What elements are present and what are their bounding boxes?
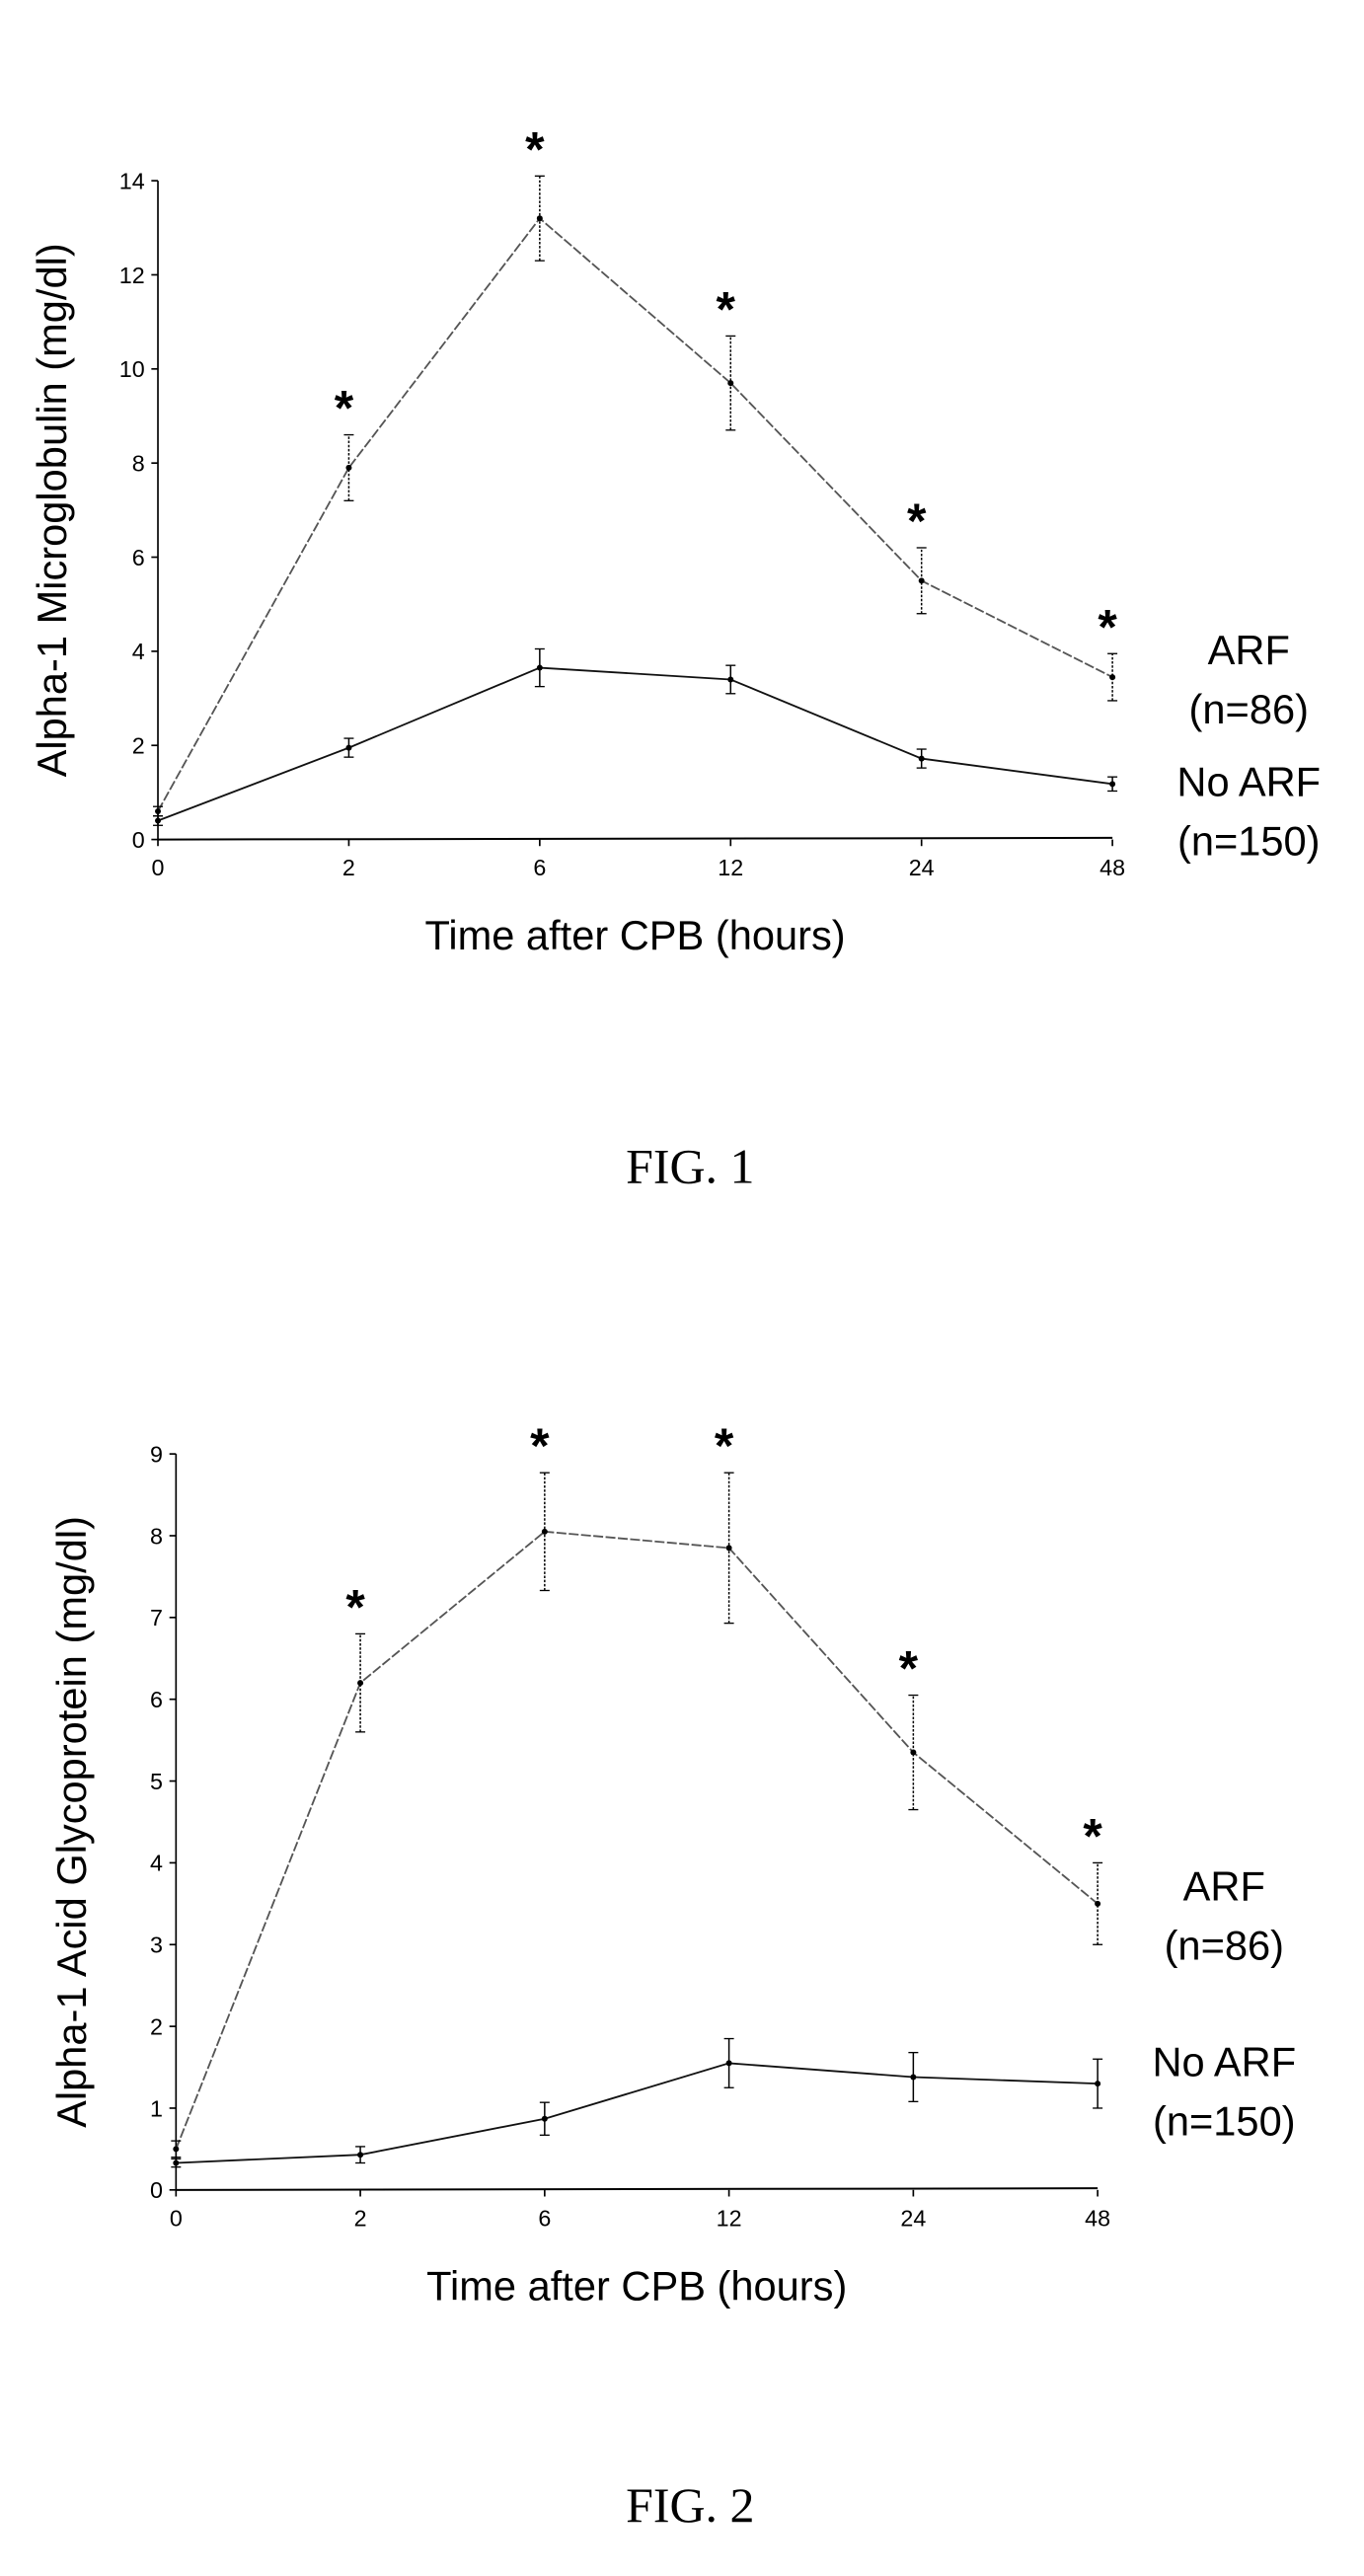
y-tick-label: 2 xyxy=(150,2013,163,2039)
x-tick-label: 6 xyxy=(538,2205,551,2231)
x-tick-label: 24 xyxy=(900,2205,926,2231)
data-point xyxy=(727,380,734,387)
y-tick-label: 8 xyxy=(150,1523,163,1549)
series-line xyxy=(175,1530,1099,2150)
legend-n-label: (n=150) xyxy=(1177,818,1321,865)
legend-n-label: (n=86) xyxy=(1165,1923,1284,1969)
y-tick-label: 9 xyxy=(150,1441,163,1467)
x-tick-label: 24 xyxy=(909,855,935,880)
significance-asterisk: * xyxy=(345,1579,365,1634)
figure-label: FIG. 2 xyxy=(626,2478,754,2533)
data-point xyxy=(918,755,925,762)
x-tick-label: 2 xyxy=(342,855,355,880)
data-point xyxy=(541,2115,548,2122)
data-point xyxy=(725,1545,732,1552)
data-point xyxy=(541,1528,548,1535)
legend-label: ARF xyxy=(1183,1863,1265,1910)
data-point xyxy=(1109,781,1116,788)
x-axis xyxy=(158,836,1113,841)
x-tick-label: 48 xyxy=(1085,2205,1110,2231)
x-tick-label: 2 xyxy=(354,2205,367,2231)
y-tick-label: 4 xyxy=(150,1851,163,1876)
y-tick-label: 1 xyxy=(150,2095,163,2121)
x-axis-title: Time after CPB (hours) xyxy=(424,912,845,958)
data-point xyxy=(155,817,162,824)
data-point xyxy=(345,464,352,471)
significance-asterisk: * xyxy=(1083,1808,1102,1863)
significance-asterisk: * xyxy=(717,281,736,337)
data-point xyxy=(357,1680,364,1687)
y-tick-label: 4 xyxy=(132,639,145,664)
data-point xyxy=(536,664,543,671)
series-no-arf: No ARF (n=150) xyxy=(171,2037,1296,2168)
y-tick-label: 2 xyxy=(132,733,145,759)
data-point xyxy=(536,215,543,222)
data-point xyxy=(1095,2081,1101,2087)
series-no-arf: No ARF (n=150) xyxy=(153,647,1321,865)
y-axis-title: Alpha-1 Microglobulin (mg/dl) xyxy=(29,243,75,777)
y-tick-label: 14 xyxy=(119,168,145,193)
y-tick-label: 10 xyxy=(119,356,145,382)
significance-asterisk: * xyxy=(525,121,545,177)
legend-label: No ARF xyxy=(1152,2039,1296,2085)
data-point xyxy=(918,577,925,584)
x-tick-label: 0 xyxy=(152,855,165,880)
series-line xyxy=(157,666,1113,822)
legend-label: ARF xyxy=(1208,627,1290,673)
y-tick-label: 6 xyxy=(150,1687,163,1712)
x-tick-label: 48 xyxy=(1099,855,1125,880)
x-tick-label: 6 xyxy=(533,855,546,880)
significance-asterisk: * xyxy=(530,1418,550,1474)
y-tick-label: 7 xyxy=(150,1605,163,1630)
data-point xyxy=(725,2060,732,2067)
y-tick-label: 6 xyxy=(132,545,145,570)
legend-n-label: (n=86) xyxy=(1189,686,1309,732)
y-tick-label: 12 xyxy=(119,263,145,288)
data-point xyxy=(727,676,734,683)
data-point xyxy=(155,807,162,814)
data-point xyxy=(173,2159,180,2166)
x-axis-title: Time after CPB (hours) xyxy=(426,2262,847,2309)
significance-asterisk: * xyxy=(907,493,927,549)
data-point xyxy=(1109,674,1116,681)
data-point xyxy=(345,744,352,751)
x-tick-label: 0 xyxy=(170,2205,183,2231)
y-tick-label: 5 xyxy=(150,1769,163,1794)
y-tick-label: 8 xyxy=(132,450,145,476)
x-axis xyxy=(176,2187,1099,2191)
data-point xyxy=(1095,1900,1101,1907)
significance-asterisk: * xyxy=(1098,599,1117,654)
data-point xyxy=(910,1749,917,1756)
significance-asterisk: * xyxy=(335,381,354,436)
figure-label: FIG. 1 xyxy=(626,1139,754,1193)
series-line xyxy=(176,2062,1099,2164)
x-tick-label: 12 xyxy=(717,2205,742,2231)
data-point xyxy=(173,2146,180,2153)
significance-asterisk: * xyxy=(715,1418,734,1474)
y-axis-title: Alpha-1 Acid Glycoprotein (mg/dl) xyxy=(48,1516,95,2128)
x-tick-label: 12 xyxy=(718,855,743,880)
y-tick-label: 3 xyxy=(150,1932,163,1958)
data-point xyxy=(910,2074,917,2081)
series-arf: * * * * * ARF (n=86) xyxy=(171,1418,1284,2159)
series-line xyxy=(157,216,1113,812)
data-point xyxy=(357,2152,364,2159)
series-arf: * * * * * ARF (n=86) xyxy=(153,121,1309,817)
legend-label: No ARF xyxy=(1176,759,1321,805)
y-tick-label: 0 xyxy=(150,2177,163,2203)
legend-n-label: (n=150) xyxy=(1153,2098,1296,2145)
significance-asterisk: * xyxy=(899,1641,919,1697)
y-tick-label: 0 xyxy=(132,827,145,853)
